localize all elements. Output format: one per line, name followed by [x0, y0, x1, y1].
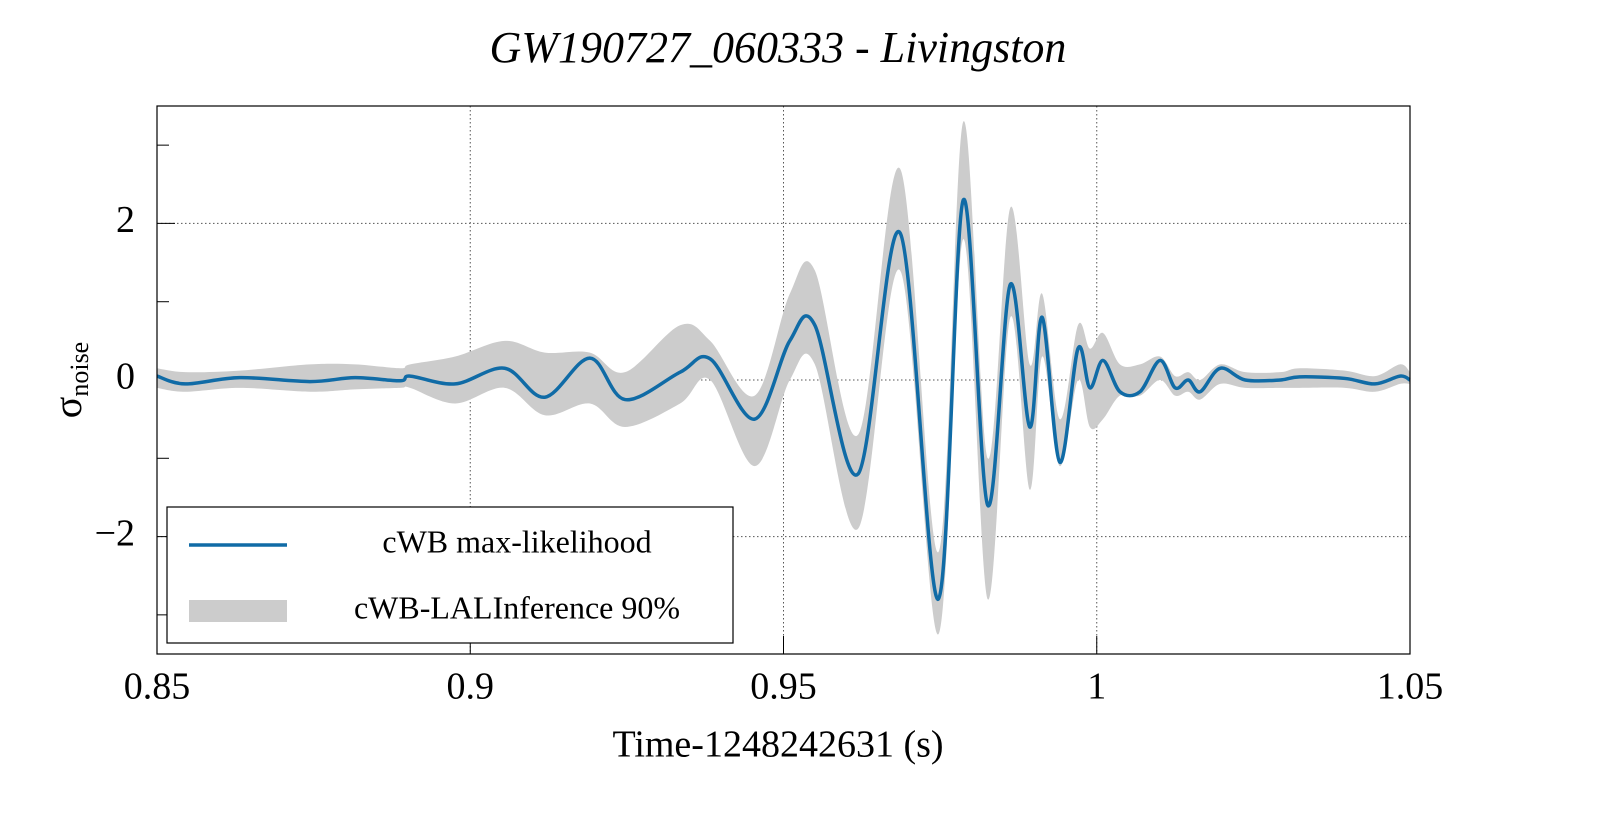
plot-frame	[156, 105, 1411, 655]
y-tick-label: 2	[116, 199, 135, 241]
y-axis-label: σnoise	[45, 342, 94, 418]
x-axis-label: Time-1248242631 (s)	[612, 724, 943, 766]
x-tick-label: 0.85	[124, 666, 191, 708]
legend-label: cWB max-likelihood	[382, 523, 651, 559]
legend-label: cWB-LALInference 90%	[354, 589, 680, 625]
x-tick-label: 0.9	[447, 666, 495, 708]
x-tick-label: 0.95	[750, 666, 817, 708]
y-axis-label-symbol: σ	[45, 397, 90, 419]
x-tick-label: 1	[1087, 666, 1106, 708]
legend-swatch	[189, 600, 287, 622]
chart-title: GW190727_060333 - Livingston	[490, 23, 1067, 72]
confidence-band	[157, 121, 1410, 635]
y-axis-label-subscript: noise	[65, 342, 94, 397]
y-tick-label: −2	[95, 512, 135, 554]
line	[156, 198, 1411, 601]
y-tick-label: 0	[116, 356, 135, 398]
x-tick-label: 1.05	[1377, 666, 1444, 708]
